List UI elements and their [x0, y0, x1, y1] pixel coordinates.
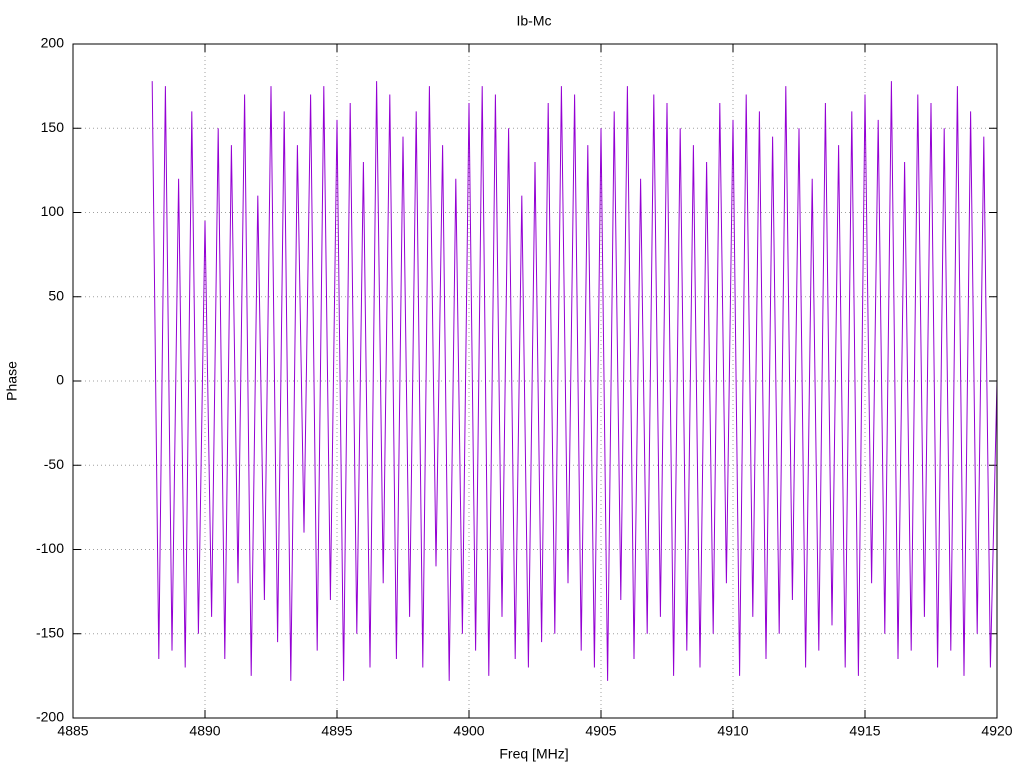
y-tick-label: 150 — [41, 119, 65, 135]
y-tick-label: -150 — [36, 624, 64, 640]
y-axis-label: Phase — [4, 361, 20, 401]
plot-border — [72, 43, 998, 719]
y-tick-label: 0 — [56, 372, 64, 388]
x-tick-label: 4910 — [717, 723, 748, 739]
x-tick-label: 4905 — [585, 723, 616, 739]
y-tick-label: -50 — [44, 456, 64, 472]
x-tick-label: 4895 — [321, 723, 352, 739]
x-tick-label: 4915 — [849, 723, 880, 739]
x-tick-label: 4890 — [189, 723, 220, 739]
y-tick-label: 50 — [48, 287, 64, 303]
x-axis-label: Freq [MHz] — [499, 746, 568, 762]
y-tick-label: 200 — [41, 35, 65, 51]
x-tick-label: 4920 — [981, 723, 1012, 739]
x-tick-label: 4900 — [453, 723, 484, 739]
x-tick-label: 4885 — [57, 723, 88, 739]
data-line — [151, 81, 998, 681]
chart-title: Ib-Mc — [517, 13, 552, 29]
y-tick-label: 100 — [41, 203, 65, 219]
y-tick-label: -200 — [36, 709, 64, 725]
y-tick-label: -100 — [36, 540, 64, 556]
